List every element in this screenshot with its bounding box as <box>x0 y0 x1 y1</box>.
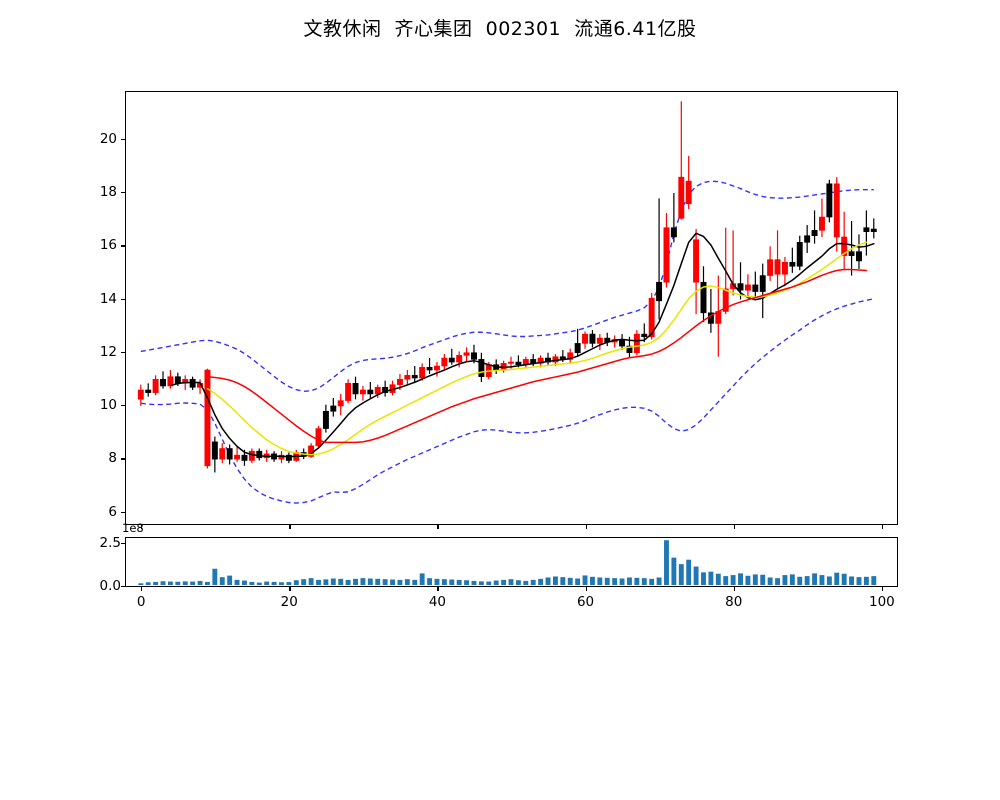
price-xtick-mark-60 <box>585 525 587 529</box>
price-ytick-label-12: 12 <box>99 343 117 360</box>
xtick-label-100: 100 <box>868 594 895 610</box>
price-ytick-label-16: 16 <box>99 237 117 254</box>
xtick-label-20: 20 <box>280 594 298 610</box>
price-ytick-mark-14 <box>121 298 125 300</box>
volume-ytick-label-1: 2.5 <box>99 534 121 551</box>
price-ytick-label-18: 18 <box>99 184 117 201</box>
price-xtick-mark-80 <box>733 525 736 529</box>
price-ytick-mark-18 <box>121 192 125 194</box>
xtick-label-40: 40 <box>428 594 447 610</box>
xtick-label-0: 0 <box>136 594 146 610</box>
price-chart-panel[interactable] <box>125 91 898 525</box>
volume-ytick-mark-1 <box>121 542 125 544</box>
price-ytick-label-6: 6 <box>108 503 117 520</box>
volume-xtick-mark-20 <box>289 587 291 591</box>
xtick-label-80: 80 <box>725 594 743 610</box>
price-xtick-mark-40 <box>437 525 439 529</box>
volume-chart-panel[interactable] <box>125 537 898 587</box>
page-title: 文教休闲 齐心集团 002301 流通6.41亿股 <box>303 18 697 40</box>
price-xtick-mark-0 <box>141 525 143 529</box>
price-plot-area <box>137 101 877 504</box>
price-ytick-mark-8 <box>121 458 125 460</box>
volume-plot-area <box>138 540 877 585</box>
price-ytick-label-14: 14 <box>99 290 117 307</box>
volume-ytick-mark-0 <box>121 585 125 587</box>
volume-xtick-mark-40 <box>437 587 439 591</box>
price-ytick-mark-16 <box>121 245 125 247</box>
volume-xtick-mark-60 <box>585 587 587 591</box>
volume-xtick-mark-0 <box>141 587 143 591</box>
price-ytick-mark-20 <box>121 138 125 141</box>
price-ytick-label-10: 10 <box>99 397 117 414</box>
volume-ytick-label-0: 0.0 <box>99 577 121 594</box>
price-ytick-label-8: 8 <box>108 450 117 467</box>
price-ytick-mark-10 <box>121 405 125 407</box>
price-xtick-mark-100 <box>881 525 884 529</box>
price-xtick-mark-20 <box>289 525 291 529</box>
price-ytick-mark-6 <box>121 511 125 513</box>
volume-xtick-mark-80 <box>733 587 736 591</box>
price-ytick-mark-12 <box>121 351 125 354</box>
volume-exponent-label: 1e8 <box>122 521 144 535</box>
price-ytick-label-20: 20 <box>99 130 117 147</box>
volume-xtick-mark-100 <box>881 587 884 591</box>
xtick-label-60: 60 <box>576 594 595 610</box>
